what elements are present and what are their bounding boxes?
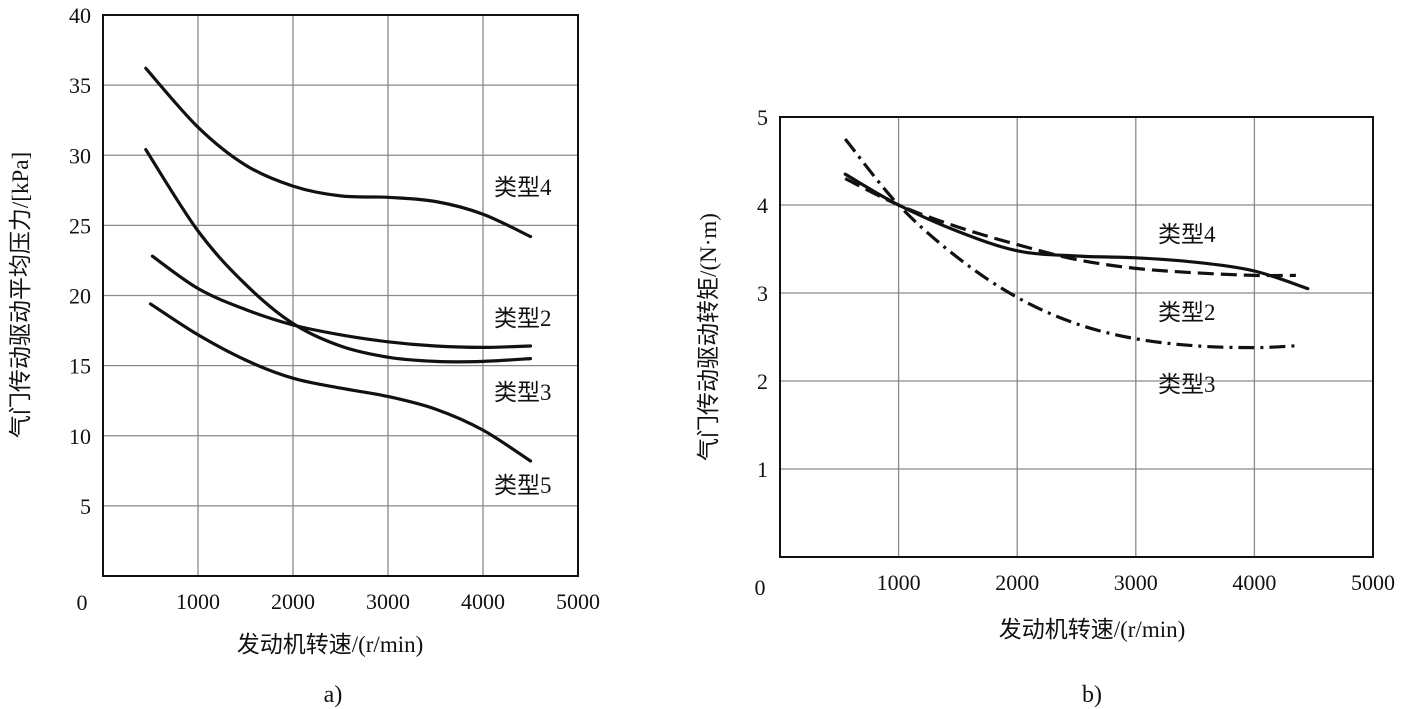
chart-b-y-tick-1: 2 [757,369,768,394]
chart-a-caption: a) [324,682,343,708]
chart-a-series [144,66,533,463]
chart-b-grid [780,117,1373,557]
chart-b-plot-area [779,116,1374,558]
chart-a-series-label-type2: 类型2 [494,306,552,331]
chart-a-series-line-3 [148,302,533,463]
chart-a-y-tick-2: 15 [69,354,91,379]
chart-b-y-tick-0: 1 [757,457,768,482]
chart-b-caption: b) [1082,682,1102,708]
chart-a-series-label-type5: 类型5 [494,473,552,498]
chart-a-series-line-2 [144,148,533,364]
chart-b-y-tick-4: 5 [757,105,768,130]
chart-a-y-tick-4: 25 [69,213,91,238]
chart-a-x-tick-2: 3000 [366,589,410,614]
chart-b-y-tick-3: 4 [757,193,768,218]
chart-b-y-tick-2: 3 [757,281,768,306]
chart-a-x-tick-0: 1000 [176,589,220,614]
chart-b-series-line-1 [844,177,1296,278]
chart-b-x-tick-4: 5000 [1351,570,1395,595]
chart-a-grid [103,15,578,576]
chart-a-ticks: 1000 2000 3000 4000 5000 5 10 15 20 25 30 35 40 [69,3,600,614]
chart-a-series-label-type4: 类型4 [494,175,552,200]
chart-b-series-line-2 [843,137,1296,350]
chart-b-x-axis-label: 发动机转速/(r/min) [999,617,1186,642]
chart-b-series-label-type4: 类型4 [1158,222,1216,247]
chart-b-y-axis-label: 气门传动驱动转矩/(N·m) [696,213,721,461]
chart-a-y-axis-label: 气门传动驱动平均压力/[kPa] [8,152,33,438]
chart-b-ticks: 1000 2000 3000 4000 5000 1 2 3 4 5 [757,105,1395,595]
chart-a-x-tick-1: 2000 [271,589,315,614]
chart-a-series-label-type3: 类型3 [494,380,552,405]
chart-a-x-tick-4: 5000 [556,589,600,614]
chart-b-series [843,137,1310,350]
chart-a-x-axis-label: 发动机转速/(r/min) [237,632,424,657]
chart-a-y-tick-3: 20 [69,284,91,309]
chart-b-x-tick-1: 2000 [995,570,1039,595]
chart-a-y-tick-6: 35 [69,73,91,98]
chart-a-y-tick-7: 40 [69,3,91,28]
chart-b-series-labels: 类型4 类型2 类型3 [1158,222,1216,397]
chart-a-series-line-0 [144,66,533,239]
chart-b: 1000 2000 3000 4000 5000 1 2 3 4 5 0 发动机转速/(r/min… [696,105,1395,708]
chart-a-y-tick-5: 30 [69,143,91,168]
chart-a: 1000 2000 3000 4000 5000 5 10 15 20 25 30 35 40 0 发动… [8,3,600,708]
chart-a-series-line-1 [150,254,533,349]
chart-a-plot-area [102,14,579,577]
chart-a-series-labels: 类型4 类型2 类型3 类型5 [494,175,552,498]
chart-b-origin-label: 0 [755,575,766,600]
chart-b-x-tick-3: 4000 [1232,570,1276,595]
chart-b-series-label-type2: 类型2 [1158,300,1216,325]
chart-b-x-tick-2: 3000 [1114,570,1158,595]
chart-a-y-tick-1: 10 [69,424,91,449]
chart-b-x-tick-0: 1000 [877,570,921,595]
chart-a-x-tick-3: 4000 [461,589,505,614]
chart-b-series-label-type3: 类型3 [1158,372,1216,397]
chart-b-series-line-0 [843,172,1310,291]
chart-a-origin-label: 0 [77,590,88,615]
chart-a-y-tick-0: 5 [80,494,91,519]
